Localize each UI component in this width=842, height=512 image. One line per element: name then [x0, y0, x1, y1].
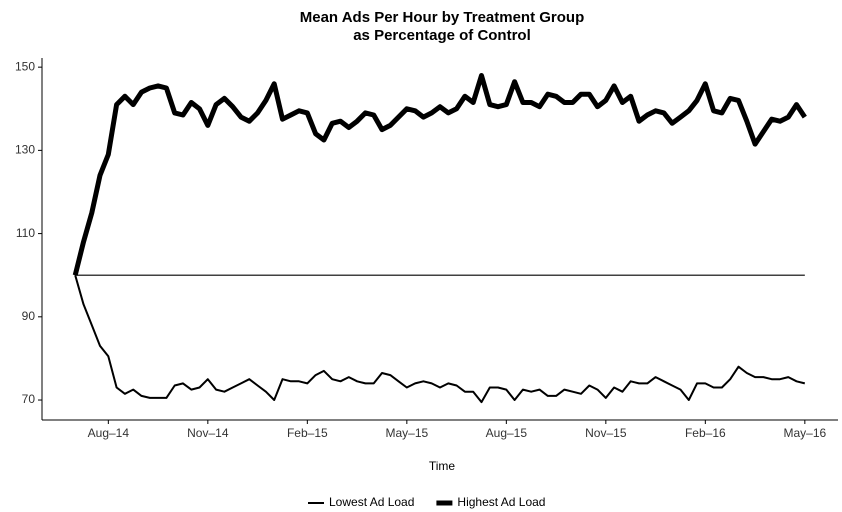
x-tick-label: Nov–14: [187, 426, 229, 440]
y-tick-label: 70: [22, 392, 36, 406]
chart-title: Mean Ads Per Hour by Treatment Group: [300, 9, 585, 26]
x-tick-label: Feb–16: [685, 426, 726, 440]
x-tick-label: Nov–15: [585, 426, 627, 440]
legend-label: Lowest Ad Load: [329, 495, 414, 509]
legend-label: Highest Ad Load: [457, 495, 545, 509]
x-tick-label: Feb–15: [287, 426, 328, 440]
series-line: [74, 274, 806, 404]
y-tick-label: 110: [16, 226, 35, 240]
y-tick-label: 130: [15, 143, 35, 157]
x-axis-label: Time: [429, 459, 456, 473]
x-tick-label: May–15: [385, 426, 428, 440]
x-tick-label: May–16: [783, 426, 826, 440]
y-tick-label: 150: [15, 59, 35, 73]
x-tick-label: Aug–15: [486, 426, 528, 440]
y-tick-label: 90: [22, 309, 36, 323]
x-tick-label: Aug–14: [88, 426, 130, 440]
series-line: [72, 73, 807, 276]
chart-subtitle: as Percentage of Control: [353, 27, 531, 44]
